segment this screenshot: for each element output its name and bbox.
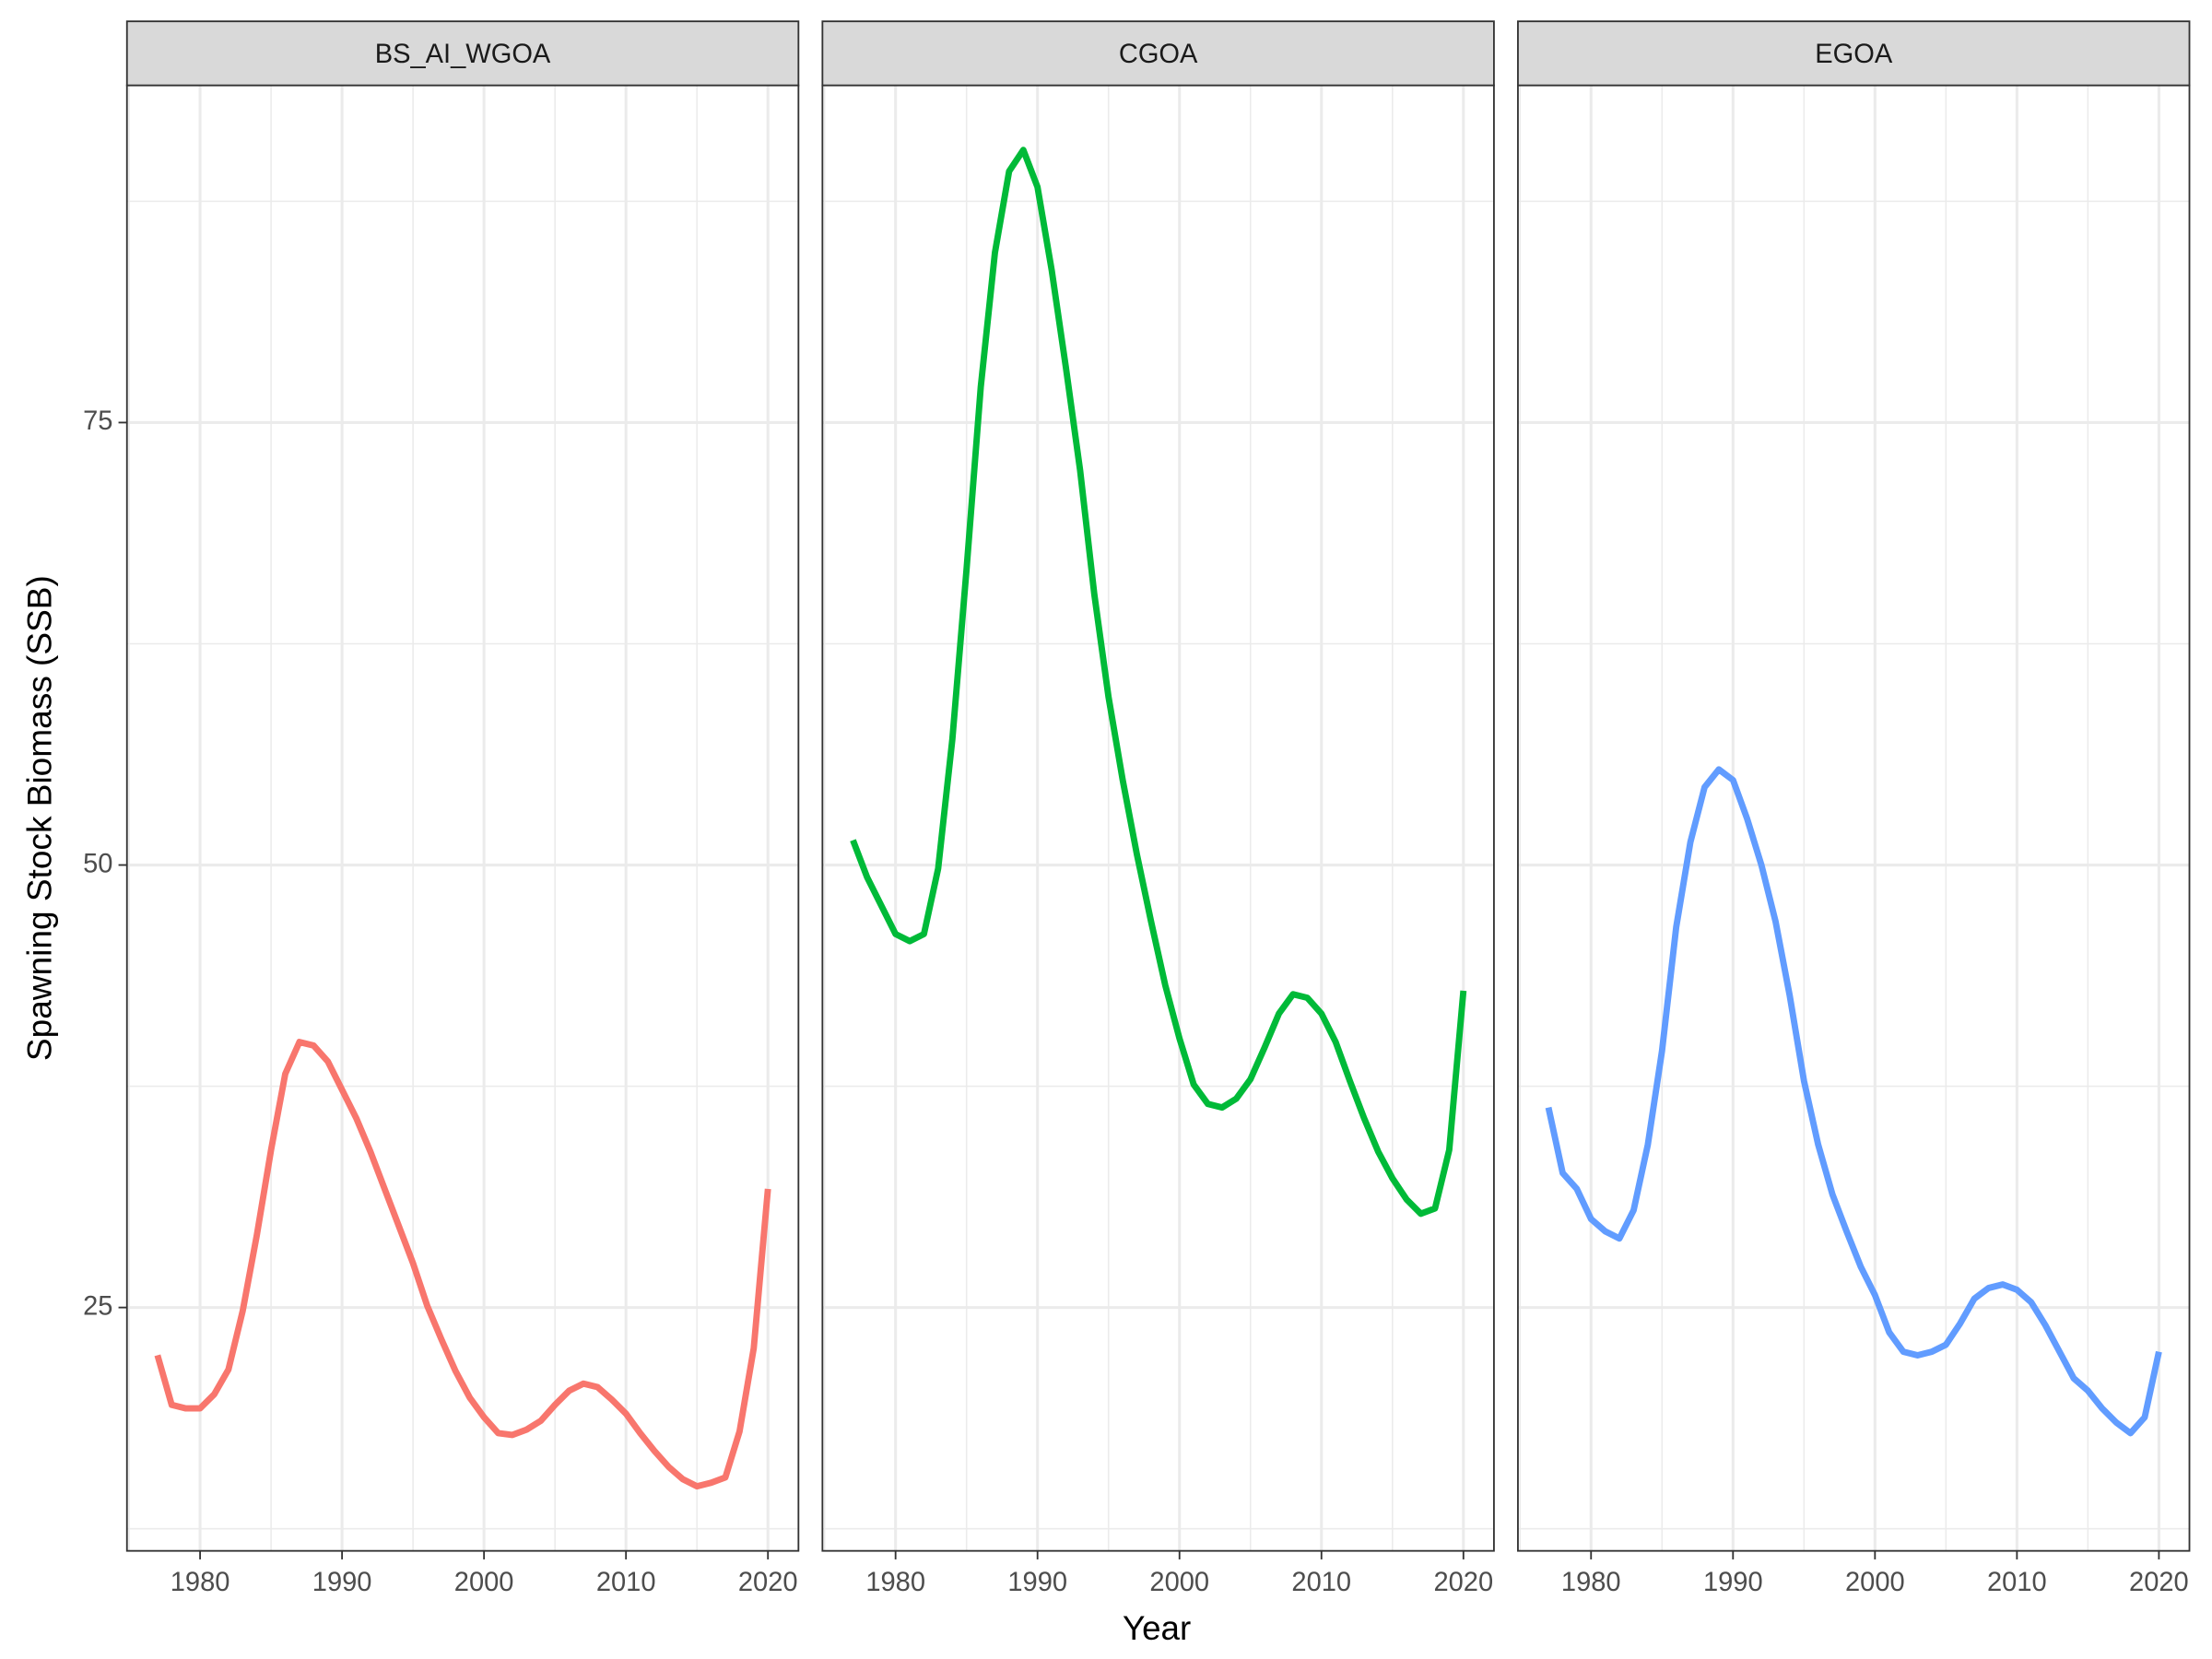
panel-background: [822, 85, 1494, 1551]
series-line: [154, 1039, 771, 1490]
y-tick-label: 50: [83, 849, 112, 878]
strip: [1517, 20, 2191, 87]
y-tick-label: 25: [83, 1291, 112, 1321]
panel-background: [126, 85, 799, 1551]
x-tick-label: 2000: [1149, 1568, 1209, 1597]
strip-label: BS_AI_WGOA: [375, 40, 551, 69]
x-tick-label: 2000: [454, 1568, 514, 1597]
strip-label: CGOA: [1119, 40, 1198, 69]
strip: [125, 20, 800, 87]
y-axis-title: Spawning Stock Biomass (SSB): [21, 575, 59, 1061]
x-tick-label: 2010: [1291, 1568, 1351, 1597]
x-tick-label: 1980: [1561, 1568, 1621, 1597]
x-tick-label: 2020: [2129, 1568, 2189, 1597]
strip: [821, 20, 1495, 87]
panel-background: [1517, 85, 2190, 1551]
x-tick-label: 2020: [1433, 1568, 1493, 1597]
series-line: [850, 147, 1467, 1218]
series-line: [1545, 766, 2162, 1437]
x-tick-label: 1980: [865, 1568, 925, 1597]
y-tick-label: 75: [83, 406, 112, 436]
strip-label: EGOA: [1815, 40, 1893, 69]
x-tick-label: 2020: [738, 1568, 798, 1597]
x-axis-title: Year: [1123, 1609, 1191, 1647]
x-tick-label: 2010: [596, 1568, 656, 1597]
x-tick-label: 2000: [1845, 1568, 1905, 1597]
x-tick-label: 1990: [312, 1568, 372, 1597]
x-tick-label: 1990: [1703, 1568, 1763, 1597]
x-tick-label: 1980: [171, 1568, 230, 1597]
x-tick-label: 1990: [1007, 1568, 1067, 1597]
x-tick-label: 2010: [1987, 1568, 2047, 1597]
